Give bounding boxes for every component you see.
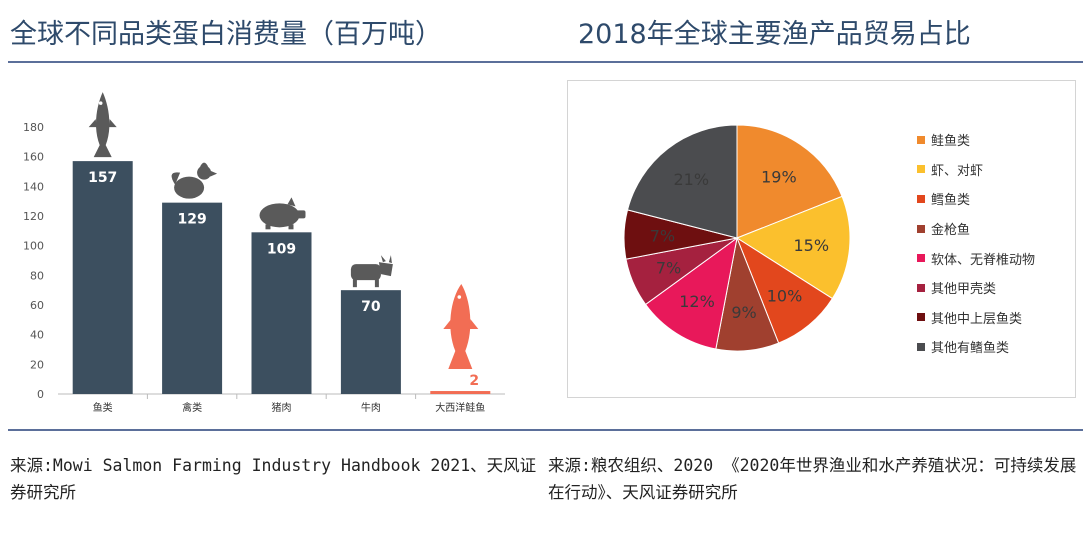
legend-label: 其他甲壳类 — [931, 282, 997, 298]
legend-item: 虾、对虾 — [917, 155, 1035, 185]
legend-item: 其他有鳍鱼类 — [917, 332, 1035, 362]
y-tick-label: 100 — [23, 240, 44, 253]
legend-label: 鳕鱼类 — [931, 193, 971, 209]
y-tick-label: 160 — [23, 151, 44, 164]
right-source-note: 来源:粮农组织、2020 《2020年世界渔业和水产养殖状况：可持续发展在行动》… — [548, 456, 1077, 502]
pie-chart-panel: 19% 15% 10% 9% 12% 7% 7% 21% 鲑鱼类虾、对虾鳕鱼类金枪鱼软体、无脊… — [567, 80, 1076, 398]
pie-slice-label: 9% — [731, 303, 756, 322]
y-tick-label: 120 — [23, 210, 44, 223]
y-tick-label: 40 — [30, 329, 44, 342]
pie-slice-label: 21% — [674, 170, 710, 189]
legend-item: 其他甲壳类 — [917, 273, 1035, 303]
bar — [162, 202, 223, 394]
x-tick-label: 鱼类 — [93, 401, 113, 414]
pie-slice-label: 12% — [679, 292, 715, 311]
y-tick-label: 180 — [23, 121, 44, 134]
bar-value-labels: 157 129 109 70 2 — [88, 170, 479, 389]
legend-swatch — [917, 135, 925, 144]
pie-slice — [735, 195, 851, 300]
legend-item: 鳕鱼类 — [917, 184, 1035, 214]
x-tick-label: 猪肉 — [272, 401, 292, 414]
legend-label: 软体、无脊椎动物 — [931, 252, 1036, 268]
bar — [340, 290, 401, 394]
bar-value-label: 157 — [88, 170, 117, 186]
fish-icon — [88, 92, 117, 158]
y-axis-ticks: 0 20 40 60 80 100 120 140 160 180 — [23, 121, 44, 401]
chicken-icon — [171, 162, 218, 199]
pie-slice — [626, 124, 738, 239]
x-tick-label: 牛肉 — [361, 401, 381, 414]
y-tick-label: 140 — [23, 180, 44, 193]
pie-slice-label: 7% — [656, 259, 681, 278]
x-tick-label: 禽类 — [182, 401, 202, 414]
bar-value-label: 70 — [361, 299, 381, 315]
left-chart-title: 全球不同品类蛋白消费量（百万吨） — [10, 19, 442, 50]
bar-value-label: 129 — [177, 212, 206, 228]
fish-trade-pie-chart: 19% 15% 10% 9% 12% 7% 7% 21% — [623, 124, 851, 352]
salmon-icon — [443, 284, 479, 370]
legend-label: 虾、对虾 — [931, 163, 984, 179]
pig-icon — [259, 197, 306, 230]
right-chart-title: 2018年全球主要渔产品贸易占比 — [578, 19, 971, 50]
legend-swatch — [917, 313, 925, 322]
header-divider — [8, 61, 1083, 63]
legend-item: 软体、无脊椎动物 — [917, 243, 1035, 273]
y-tick-label: 0 — [37, 388, 44, 401]
legend-label: 金枪鱼 — [931, 223, 971, 239]
legend-swatch — [917, 254, 925, 263]
bar — [72, 161, 133, 394]
category-icons — [88, 92, 479, 370]
x-axis-tick-labels: 鱼类 禽类 猪肉 牛肉 大西洋鲑鱼 — [93, 401, 486, 414]
legend-item: 鲑鱼类 — [917, 125, 1035, 155]
y-tick-label: 20 — [30, 358, 44, 371]
y-tick-label: 80 — [30, 269, 44, 282]
pie-slices — [623, 124, 851, 352]
pie-slice-label: 15% — [793, 236, 829, 255]
legend-item: 其他中上层鱼类 — [917, 303, 1035, 333]
x-axis — [58, 393, 505, 399]
bar-series — [72, 161, 491, 394]
footer-divider — [8, 429, 1083, 431]
pie-slice-label: 19% — [761, 167, 797, 186]
legend-swatch — [917, 165, 925, 174]
x-tick-label: 大西洋鲑鱼 — [435, 401, 485, 414]
left-source-note: 来源:Mowi Salmon Farming Industry Handbook… — [10, 456, 537, 502]
pie-legend: 鲑鱼类虾、对虾鳕鱼类金枪鱼软体、无脊椎动物 其他甲壳类其他中上层鱼类 其他有鳍鱼类 — [917, 125, 1035, 362]
pie-slice — [736, 124, 843, 239]
bar — [430, 391, 491, 394]
legend-label: 鲑鱼类 — [931, 134, 971, 150]
pie-slice — [644, 236, 738, 350]
bar — [251, 232, 312, 394]
pie-slice — [735, 236, 834, 344]
y-tick-label: 60 — [30, 299, 44, 312]
pie-slice-labels: 19% 15% 10% 9% 12% 7% 7% 21% — [650, 167, 829, 322]
legend-item: 金枪鱼 — [917, 214, 1035, 244]
pie-slice-label: 10% — [767, 286, 803, 305]
legend-swatch — [917, 342, 925, 351]
legend-swatch — [917, 283, 925, 292]
legend-label: 其他中上层鱼类 — [931, 311, 1023, 327]
protein-consumption-bar-chart: 0 20 40 60 80 100 120 140 160 180 157 129 109 70 2 鱼类… — [23, 92, 505, 414]
legend-label: 其他有鳍鱼类 — [931, 341, 1010, 357]
legend-swatch — [917, 224, 925, 233]
cow-icon — [350, 255, 393, 288]
bar-value-label: 2 — [469, 373, 479, 389]
bar-value-label: 109 — [267, 241, 296, 257]
legend-swatch — [917, 194, 925, 203]
pie-slice-label: 7% — [650, 227, 675, 246]
